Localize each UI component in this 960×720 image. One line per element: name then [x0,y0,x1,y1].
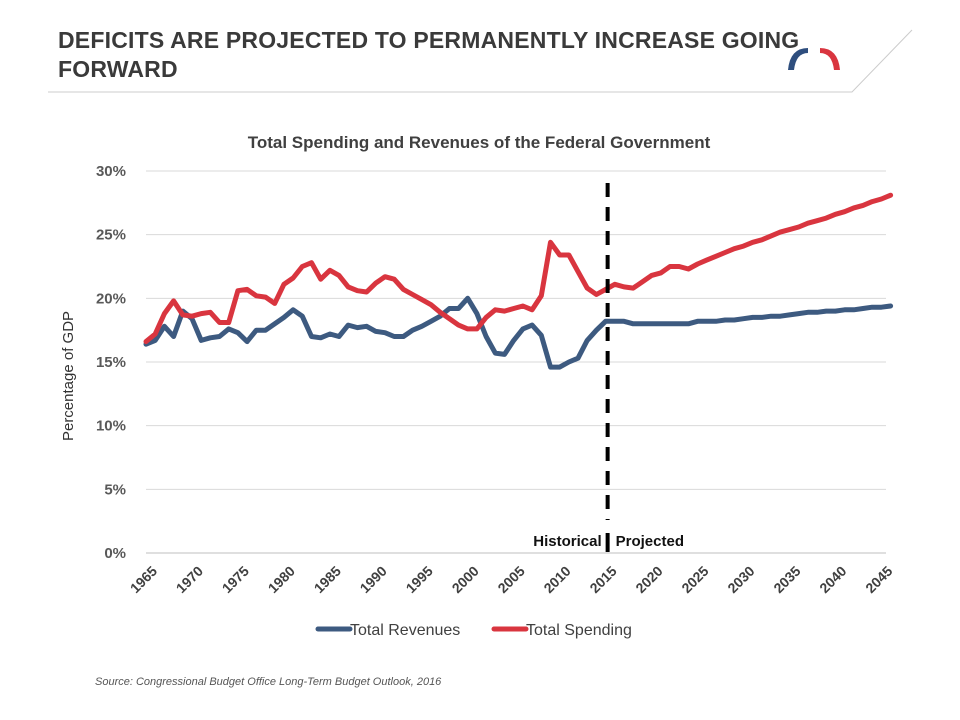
y-tick-label: 25% [96,227,126,244]
x-tick-label: 1975 [219,563,252,596]
x-tick-label: 2030 [724,563,757,596]
y-axis-ticks: 0% 5% 10% 15% 20% 25% 30% [96,163,126,562]
legend: Total Revenues Total Spending [315,622,632,639]
historical-label: Historical [533,533,601,550]
chart-title: Total Spending and Revenues of the Feder… [248,133,711,152]
y-tick-label: 15% [96,354,126,371]
projected-label: Projected [616,533,684,550]
y-tick-label: 10% [96,418,126,435]
x-tick-label: 1970 [173,563,206,596]
x-tick-label: 2045 [862,563,895,596]
x-tick-label: 2035 [770,563,803,596]
x-tick-label: 1995 [403,563,436,596]
page-title: DEFICITS ARE PROJECTED TO PERMANENTLY IN… [58,27,800,82]
x-tick-label: 1980 [265,563,298,596]
y-tick-label: 20% [96,290,126,307]
header-divider [48,29,913,93]
x-tick-label: 2020 [632,563,665,596]
y-tick-label: 30% [96,163,126,180]
series-lines [143,192,894,370]
x-tick-label: 2010 [540,563,573,596]
total-spending-line [143,192,894,345]
x-axis-ticks: 1965 1970 1975 1980 1985 1990 1995 2000 2005 2010… [127,563,896,596]
gridlines [146,170,886,554]
x-tick-label: 1990 [357,563,390,596]
x-tick-label: 2040 [816,563,849,596]
y-axis-label: Percentage of GDP [60,311,77,441]
legend-label-total-spending: Total Spending [526,622,632,639]
x-tick-label: 2000 [449,563,482,596]
y-tick-label: 0% [104,545,126,562]
legend-label-total-revenues: Total Revenues [350,622,460,639]
x-tick-label: 2025 [678,563,711,596]
x-tick-label: 2015 [586,563,619,596]
y-tick-label: 5% [104,481,126,498]
x-tick-label: 1985 [311,563,344,596]
x-tick-label: 2005 [494,563,527,596]
total-revenues-line [143,295,894,370]
source-note: Source: Congressional Budget Office Long… [95,676,442,688]
line-chart: Total Spending and Revenues of the Feder… [60,133,896,639]
x-tick-label: 1965 [127,563,160,596]
arch-logo-icon [788,48,840,70]
